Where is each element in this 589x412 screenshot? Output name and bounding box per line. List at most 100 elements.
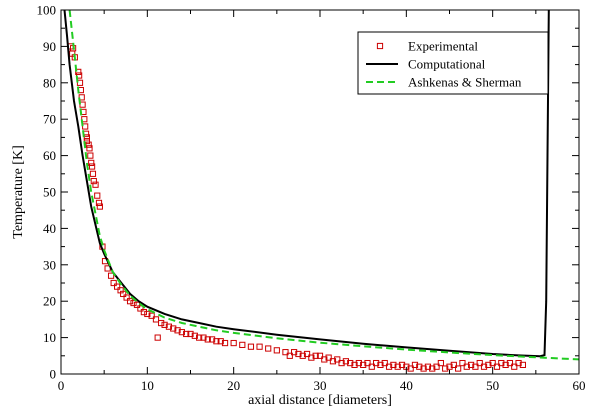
experimental-point	[191, 332, 198, 339]
y-tick-label: 70	[43, 112, 56, 127]
experimental-point	[130, 299, 137, 307]
experimental-point	[377, 361, 384, 368]
experimental-point	[114, 283, 121, 290]
experimental-point	[463, 363, 470, 370]
series-layer	[63, 10, 579, 372]
experimental-point	[347, 359, 354, 367]
experimental-point	[87, 152, 94, 159]
y-tick-label: 30	[43, 257, 56, 272]
experimental-point	[411, 361, 419, 368]
experimental-series	[67, 43, 526, 372]
experimental-point	[75, 68, 82, 75]
experimental-point	[187, 330, 194, 338]
experimental-point	[76, 79, 84, 86]
experimental-point	[96, 203, 103, 210]
legend-label-experimental: Experimental	[408, 39, 478, 54]
x-tick-label: 30	[314, 378, 327, 393]
experimental-point	[221, 339, 229, 347]
experimental-point	[133, 301, 141, 308]
experimental-point	[450, 361, 457, 368]
experimental-point	[515, 359, 522, 367]
experimental-point	[107, 272, 115, 279]
experimental-point	[334, 356, 341, 363]
experimental-point	[165, 323, 173, 330]
y-tick-label: 60	[43, 148, 56, 163]
experimental-point	[325, 354, 332, 361]
experimental-point	[247, 343, 255, 350]
experimental-point	[489, 359, 496, 367]
x-tick-label: 40	[400, 378, 413, 393]
experimental-point	[506, 359, 514, 367]
experimental-point	[420, 365, 427, 372]
experimental-point	[148, 312, 155, 319]
experimental-point	[89, 170, 97, 177]
experimental-point	[316, 352, 324, 359]
experimental-point	[519, 361, 526, 368]
experimental-point	[342, 358, 349, 365]
experimental-point	[94, 192, 101, 199]
experimental-point	[152, 316, 160, 323]
experimental-point	[170, 325, 177, 332]
experimental-point	[360, 361, 367, 368]
experimental-point	[140, 309, 147, 316]
experimental-point	[472, 363, 479, 370]
experimental-point	[338, 359, 345, 367]
experimental-point	[498, 359, 505, 367]
experimental-point	[204, 336, 211, 343]
legend-swatch-experimental	[376, 42, 384, 50]
experimental-point	[81, 116, 88, 123]
experimental-point	[110, 279, 117, 287]
y-tick-label: 90	[43, 39, 56, 54]
x-tick-label: 10	[141, 378, 154, 393]
experimental-point	[161, 321, 168, 328]
experimental-point	[282, 349, 289, 356]
experimental-point	[437, 359, 444, 367]
experimental-point	[351, 361, 358, 368]
experimental-point	[467, 361, 475, 368]
experimental-point	[368, 363, 375, 370]
experimental-point	[200, 334, 207, 341]
experimental-point	[120, 290, 127, 298]
y-tick-label: 10	[43, 330, 56, 345]
experimental-point	[355, 359, 362, 367]
experimental-point	[295, 350, 302, 358]
y-tick-label: 40	[43, 221, 56, 236]
experimental-point	[90, 177, 97, 185]
legend-label-ashkenas-sherman: Ashkenas & Sherman	[408, 75, 522, 90]
experimental-point	[273, 347, 280, 354]
experimental-point	[303, 350, 311, 358]
experimental-point	[88, 159, 95, 166]
experimental-point	[82, 123, 89, 130]
experimental-point	[385, 363, 393, 370]
experimental-point	[485, 361, 492, 368]
experimental-point	[123, 294, 130, 301]
experimental-point	[265, 345, 272, 352]
experimental-point	[178, 329, 185, 336]
experimental-point	[95, 199, 103, 207]
experimental-point	[511, 363, 518, 370]
experimental-point	[502, 361, 509, 368]
y-tick-label: 0	[50, 367, 57, 382]
y-tick-label: 100	[37, 3, 57, 18]
experimental-point	[493, 363, 501, 370]
experimental-point	[83, 134, 91, 141]
experimental-point	[394, 363, 401, 370]
experimental-point	[407, 365, 414, 372]
experimental-point	[183, 330, 190, 338]
experimental-point	[83, 137, 91, 145]
experimental-point	[459, 359, 466, 367]
experimental-point	[329, 358, 337, 365]
x-axis-label: axial distance [diameters]	[248, 393, 392, 408]
experimental-point	[86, 145, 93, 152]
experimental-point	[144, 310, 151, 318]
y-tick-label: 50	[43, 185, 56, 200]
experimental-point	[291, 349, 298, 356]
experimental-point	[381, 359, 388, 367]
experimental-point	[442, 365, 449, 372]
experimental-point	[196, 334, 203, 341]
experimental-point	[88, 163, 96, 170]
experimental-point	[390, 361, 397, 368]
experimental-point	[230, 339, 237, 347]
experimental-point	[213, 338, 220, 345]
